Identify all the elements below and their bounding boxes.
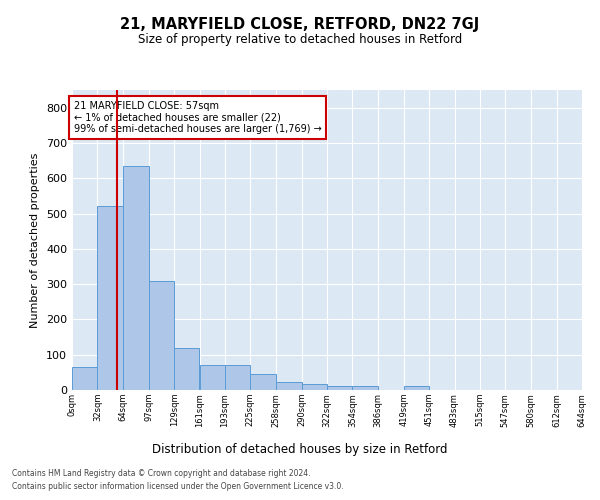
Text: Distribution of detached houses by size in Retford: Distribution of detached houses by size … — [152, 442, 448, 456]
Text: Contains HM Land Registry data © Crown copyright and database right 2024.: Contains HM Land Registry data © Crown c… — [12, 468, 311, 477]
Bar — [72, 367, 97, 390]
Text: Size of property relative to detached houses in Retford: Size of property relative to detached ho… — [138, 32, 462, 46]
Bar — [174, 348, 199, 390]
Bar — [327, 386, 352, 390]
Bar — [149, 280, 174, 390]
Bar — [352, 386, 377, 390]
Bar — [122, 166, 149, 390]
Bar — [302, 384, 327, 390]
Text: Contains public sector information licensed under the Open Government Licence v3: Contains public sector information licen… — [12, 482, 344, 491]
Bar — [277, 382, 302, 390]
Bar — [225, 366, 250, 390]
Text: 21 MARYFIELD CLOSE: 57sqm
← 1% of detached houses are smaller (22)
99% of semi-d: 21 MARYFIELD CLOSE: 57sqm ← 1% of detach… — [74, 100, 322, 134]
Bar — [404, 386, 429, 390]
Bar — [250, 374, 277, 390]
Bar — [199, 366, 225, 390]
Y-axis label: Number of detached properties: Number of detached properties — [31, 152, 40, 328]
Bar — [97, 206, 122, 390]
Text: 21, MARYFIELD CLOSE, RETFORD, DN22 7GJ: 21, MARYFIELD CLOSE, RETFORD, DN22 7GJ — [121, 18, 479, 32]
